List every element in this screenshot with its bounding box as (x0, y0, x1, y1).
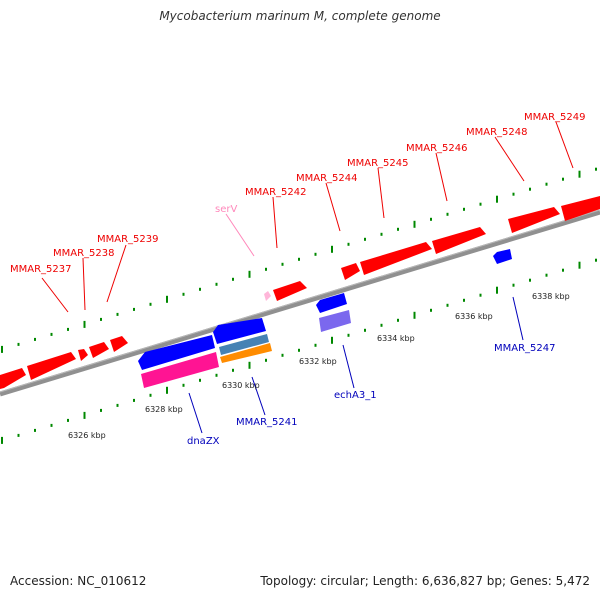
accession-text: Accession: NC_010612 (10, 574, 147, 588)
gene-label-mmar-5246[interactable]: MMAR_5246 (406, 143, 468, 154)
gene-arrow[interactable] (360, 242, 432, 275)
rna-feature-serV[interactable] (264, 291, 271, 301)
scale-labels: 6326 kbp 6328 kbp 6330 kbp 6332 kbp 6334… (68, 292, 570, 440)
upper-tick-track (1, 167, 597, 353)
gene-arrow[interactable] (273, 281, 307, 301)
pseudo-feature[interactable] (319, 310, 351, 332)
scale-label: 6328 kbp (145, 405, 183, 414)
forward-gene-labels: MMAR_5237 MMAR_5238 MMAR_5239 serV MMAR_… (10, 112, 586, 275)
gene-arrow[interactable] (213, 318, 266, 344)
gene-label-mmar-5248[interactable]: MMAR_5248 (466, 127, 528, 138)
reverse-gene-track (138, 249, 512, 388)
gene-arrow[interactable] (110, 336, 128, 352)
scale-label: 6326 kbp (68, 431, 106, 440)
scale-label: 6334 kbp (377, 334, 415, 343)
label-leader-lines (41, 121, 574, 434)
lower-tick-track (1, 258, 597, 444)
forward-gene-track (0, 196, 600, 389)
gene-arrow[interactable] (432, 227, 486, 254)
gene-label-mmar-5249[interactable]: MMAR_5249 (524, 112, 586, 123)
gene-label-mmar-5244[interactable]: MMAR_5244 (296, 173, 358, 184)
scale-label: 6332 kbp (299, 357, 337, 366)
pseudo-feature[interactable] (141, 352, 219, 388)
genome-summary-text: Topology: circular; Length: 6,636,827 bp… (260, 574, 590, 588)
gene-arrow[interactable] (89, 342, 109, 358)
gene-label-dnazx[interactable]: dnaZX (187, 436, 220, 447)
gene-arrow[interactable] (78, 349, 88, 361)
gene-label-mmar-5239[interactable]: MMAR_5239 (97, 234, 159, 245)
scale-label: 6330 kbp (222, 381, 260, 390)
pseudo-feature[interactable] (219, 334, 269, 355)
gene-label-serv[interactable]: serV (215, 204, 237, 215)
gene-arrow[interactable] (561, 196, 600, 221)
gene-label-mmar-5237[interactable]: MMAR_5237 (10, 264, 72, 275)
reverse-gene-labels: dnaZX MMAR_5241 echA3_1 MMAR_5247 (187, 343, 556, 447)
genome-backbone-highlight (0, 209, 600, 393)
gene-label-echa3-1[interactable]: echA3_1 (334, 390, 377, 401)
gene-arrow[interactable] (27, 352, 76, 380)
gene-arrow[interactable] (508, 207, 560, 233)
gene-arrow[interactable] (138, 335, 215, 370)
gene-label-mmar-5245[interactable]: MMAR_5245 (347, 158, 409, 169)
scale-label: 6338 kbp (532, 292, 570, 301)
map-title: Mycobacterium marinum M, complete genome (159, 9, 441, 23)
pseudo-feature[interactable] (220, 343, 272, 363)
gene-arrow[interactable] (0, 368, 26, 389)
gene-arrow[interactable] (316, 293, 347, 313)
gene-arrow[interactable] (341, 263, 360, 280)
gene-label-mmar-5242[interactable]: MMAR_5242 (245, 187, 307, 198)
gene-arrow[interactable] (493, 249, 512, 264)
gene-label-mmar-5247[interactable]: MMAR_5247 (494, 343, 556, 354)
gene-label-mmar-5238[interactable]: MMAR_5238 (53, 248, 115, 259)
scale-label: 6336 kbp (455, 312, 493, 321)
gene-label-mmar-5241[interactable]: MMAR_5241 (236, 417, 298, 428)
genome-backbone (0, 209, 600, 397)
